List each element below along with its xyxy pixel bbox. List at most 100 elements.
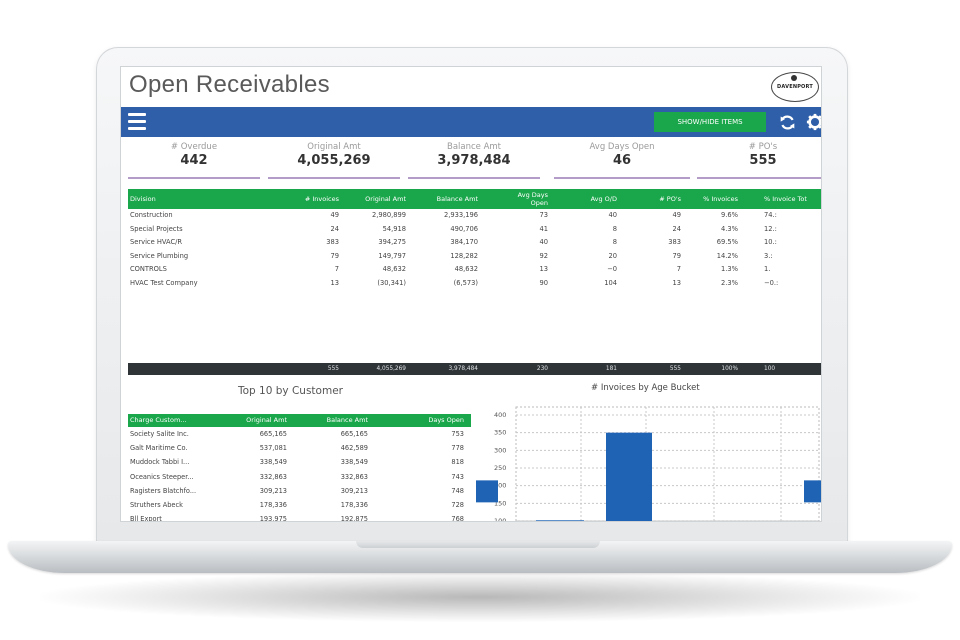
gear-icon[interactable]	[806, 113, 821, 131]
column-header[interactable]: Balance Amt	[326, 416, 368, 424]
table-row[interactable]: Oceanics Steeper... 332,863 332,863 743	[128, 470, 471, 484]
kpi-pos: # PO's 555	[697, 139, 821, 179]
chart-bar[interactable]	[476, 480, 498, 503]
table-cell: 49	[672, 211, 681, 219]
kpi-avg-days-open: Avg Days Open 46	[554, 139, 690, 179]
chart-bar[interactable]	[536, 520, 584, 521]
table-cell: 665,165	[340, 430, 368, 438]
table-row[interactable]: HVAC Test Company 13 (30,341) (6,573) 90 104 1…	[128, 277, 821, 291]
table-row[interactable]: Service Plumbing 79 149,797 128,282 92 20 79 14…	[128, 250, 821, 264]
kpi-label: Original Amt	[307, 142, 361, 152]
laptop-shadow	[40, 572, 920, 622]
division-table-header: Division # Invoices Original Amt Balance…	[128, 189, 821, 209]
table-row[interactable]: Struthers Abeck 178,336 178,336 728	[128, 498, 471, 512]
table-cell: 384,170	[450, 238, 478, 246]
table-cell: 309,213	[259, 486, 287, 495]
column-header[interactable]: # Invoices	[304, 195, 339, 203]
table-cell: 178,336	[340, 500, 368, 509]
table-cell: 13	[672, 278, 681, 287]
y-tick-label: 350	[494, 429, 506, 437]
table-cell: 768	[451, 515, 464, 521]
table-cell: 48,632	[382, 265, 406, 273]
table-cell: 394,275	[378, 238, 406, 246]
table-cell: 54,918	[382, 224, 406, 233]
table-cell: 48,632	[454, 265, 478, 273]
table-row[interactable]: Special Projects 24 54,918 490,706 41 8 24 4.3%…	[128, 223, 821, 237]
table-cell: Service Plumbing	[130, 251, 189, 260]
hamburger-menu-icon[interactable]	[128, 113, 146, 131]
table-cell: 13	[330, 278, 339, 287]
totals-cell: 230	[536, 366, 548, 372]
table-row[interactable]: Bll Export 193,975 192,875 768	[128, 512, 471, 521]
table-cell: 41	[539, 224, 548, 233]
table-cell: 743	[451, 472, 464, 481]
table-row[interactable]: Ragisters Blatchfo... 309,213 309,213 748	[128, 484, 471, 498]
column-header[interactable]: Charge Custom...	[130, 416, 187, 424]
table-cell: Special Projects	[130, 224, 183, 233]
division-totals-row: 555 4,055,269 3,978,484 230 181 555 100% 100	[128, 363, 821, 375]
laptop-base	[8, 541, 952, 573]
table-row[interactable]: Construction 49 2,980,899 2,933,196 73 40 49 9.…	[128, 209, 821, 223]
column-header[interactable]: # PO's	[659, 195, 681, 203]
table-cell: 462,589	[340, 444, 368, 453]
kpi-label: Avg Days Open	[589, 142, 655, 152]
column-header[interactable]: Avg O/D	[590, 195, 617, 203]
column-header[interactable]: Balance Amt	[436, 195, 478, 203]
division-table: Division # Invoices Original Amt Balance…	[128, 189, 821, 290]
table-cell: HVAC Test Company	[130, 278, 198, 287]
table-cell: Bll Export	[130, 515, 162, 521]
table-cell: 79	[330, 251, 339, 260]
table-row[interactable]: Muddock Tabbi I... 338,549 338,549 818	[128, 455, 471, 469]
table-cell: 778	[451, 444, 464, 453]
kpi-value: 46	[612, 153, 632, 168]
table-row[interactable]: Society Salite Inc. 665,165 665,165 753	[128, 427, 471, 441]
column-header[interactable]: % Invoice Tot	[764, 195, 807, 203]
totals-cell: 555	[327, 366, 339, 372]
column-header[interactable]: % Invoices	[703, 195, 738, 203]
table-cell: 69.5%	[716, 238, 738, 246]
table-cell: 728	[451, 500, 464, 509]
table-cell: 90	[539, 278, 548, 287]
column-header[interactable]: Original Amt	[365, 195, 406, 203]
table-cell: (6,573)	[453, 278, 478, 287]
table-cell: 12.:	[764, 224, 777, 233]
table-cell: 1.3%	[721, 265, 738, 273]
table-cell: −0	[607, 265, 617, 273]
toolbar: SHOW/HIDE ITEMS	[121, 107, 821, 137]
table-cell: 20	[608, 251, 617, 260]
table-row[interactable]: Service HVAC/R 383 394,275 384,170 40 8 383 69.…	[128, 236, 821, 250]
column-header[interactable]: Avg Days Open	[517, 191, 548, 207]
table-cell: 128,282	[450, 251, 478, 260]
column-header[interactable]: Days Open	[428, 416, 464, 424]
column-header[interactable]: Original Amt	[246, 416, 287, 424]
table-cell: 2,980,899	[371, 211, 406, 219]
division-table-body: Construction 49 2,980,899 2,933,196 73 40 49 9.…	[128, 209, 821, 290]
kpi-label: # PO's	[748, 142, 778, 152]
table-cell: 79	[672, 251, 681, 260]
refresh-icon[interactable]	[779, 114, 796, 131]
table-cell: Society Salite Inc.	[130, 430, 189, 438]
chart-bar[interactable]	[606, 432, 652, 521]
chart-bar[interactable]	[804, 480, 821, 503]
table-row[interactable]: Galt Maritime Co. 537,081 462,589 778	[128, 441, 471, 455]
table-cell: 193,975	[259, 515, 287, 521]
column-header[interactable]: Division	[130, 195, 156, 203]
table-cell: 383	[668, 238, 681, 246]
table-cell: Service HVAC/R	[130, 238, 183, 246]
table-row[interactable]: CONTROLS 7 48,632 48,632 13 −0 7 1.3% 1.	[128, 263, 821, 277]
customers-table-body: Society Salite Inc. 665,165 665,165 753 Galt…	[128, 427, 471, 521]
table-cell: 1.	[764, 265, 771, 273]
table-cell: 338,549	[340, 458, 368, 467]
table-cell: 2,933,196	[443, 211, 478, 219]
table-cell: 665,165	[259, 430, 287, 438]
table-cell: 14.2%	[716, 251, 738, 260]
kpi-label: # Overdue	[170, 142, 218, 152]
table-cell: 7	[676, 265, 681, 273]
table-cell: 10.:	[764, 238, 777, 246]
title-bar: Open Receivables DAVENPORT	[121, 67, 821, 107]
table-cell: 49	[330, 211, 339, 219]
table-cell: Construction	[130, 211, 173, 219]
table-cell: 9.6%	[721, 211, 738, 219]
customers-table: Charge Custom... Original Amt Balance Am…	[128, 414, 471, 521]
show-hide-items-button[interactable]: SHOW/HIDE ITEMS	[654, 112, 766, 132]
